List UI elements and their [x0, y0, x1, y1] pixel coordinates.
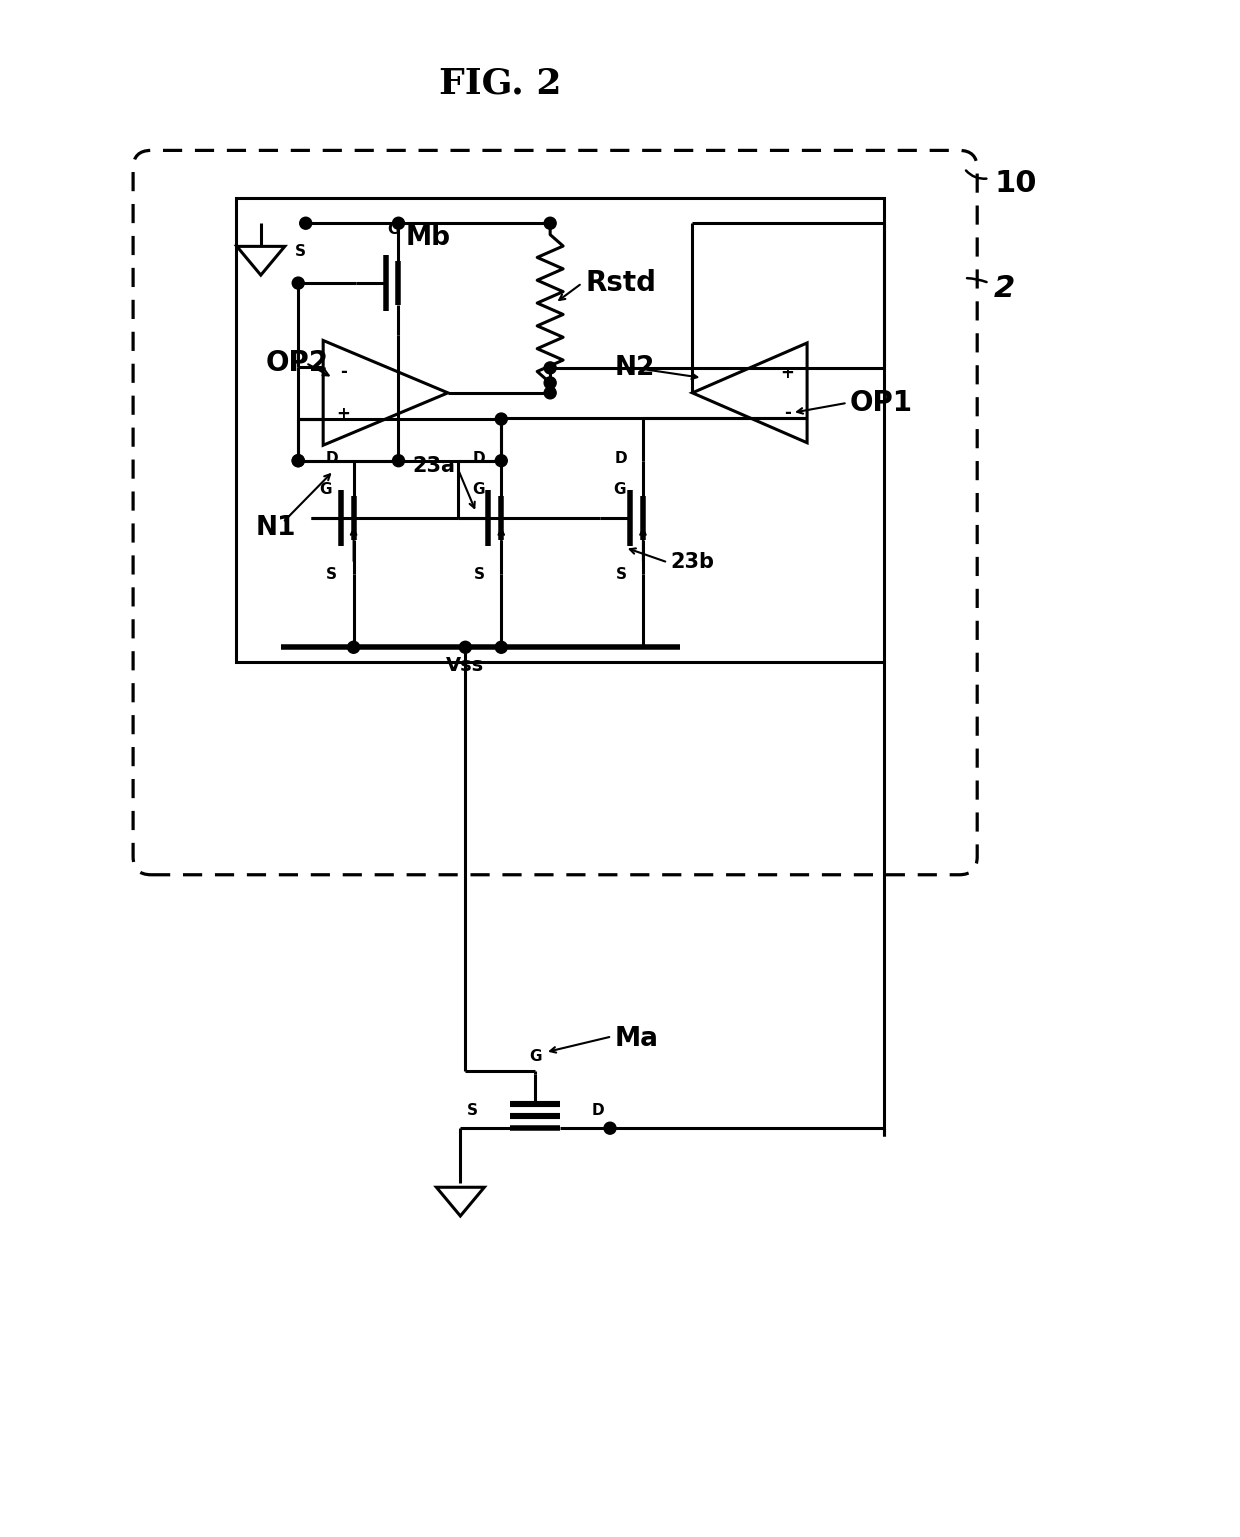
Text: 23a: 23a: [413, 455, 455, 475]
Text: D: D: [615, 452, 627, 466]
Text: S: S: [615, 567, 626, 583]
Text: OP2: OP2: [265, 349, 329, 377]
Circle shape: [544, 387, 557, 398]
Text: 23b: 23b: [670, 552, 714, 572]
Circle shape: [495, 413, 507, 426]
Circle shape: [293, 455, 304, 467]
Text: +: +: [780, 364, 794, 381]
Circle shape: [544, 361, 557, 373]
Text: N2: N2: [615, 355, 656, 381]
Text: -: -: [784, 404, 791, 421]
Circle shape: [293, 277, 304, 289]
Text: 2: 2: [994, 274, 1016, 303]
Text: S: S: [466, 1102, 477, 1117]
Text: Rstd: Rstd: [585, 269, 656, 297]
Text: G: G: [472, 483, 485, 496]
Text: +: +: [336, 404, 350, 423]
Text: FIG. 2: FIG. 2: [439, 66, 562, 100]
Circle shape: [544, 377, 557, 389]
Text: 10: 10: [994, 169, 1037, 198]
Text: G: G: [387, 223, 399, 237]
Text: D: D: [472, 452, 486, 466]
Circle shape: [393, 455, 404, 467]
Text: D: D: [591, 1102, 604, 1117]
Text: G: G: [320, 483, 332, 496]
Circle shape: [544, 217, 557, 229]
Text: Ma: Ma: [615, 1027, 658, 1053]
Circle shape: [393, 217, 404, 229]
Circle shape: [293, 455, 304, 467]
Text: OP1: OP1: [849, 389, 913, 417]
Text: S: S: [326, 567, 337, 583]
Circle shape: [300, 217, 311, 229]
Text: N1: N1: [255, 515, 296, 541]
Circle shape: [495, 641, 507, 653]
Text: D: D: [325, 452, 339, 466]
Circle shape: [604, 1122, 616, 1134]
Circle shape: [459, 641, 471, 653]
Text: Mb: Mb: [405, 226, 450, 251]
Text: G: G: [614, 483, 626, 496]
Text: G: G: [529, 1048, 542, 1064]
Text: -: -: [340, 363, 346, 381]
Text: Vss: Vss: [446, 656, 485, 675]
Text: S: S: [474, 567, 485, 583]
Circle shape: [347, 641, 360, 653]
Circle shape: [495, 455, 507, 467]
Text: S: S: [295, 244, 306, 258]
